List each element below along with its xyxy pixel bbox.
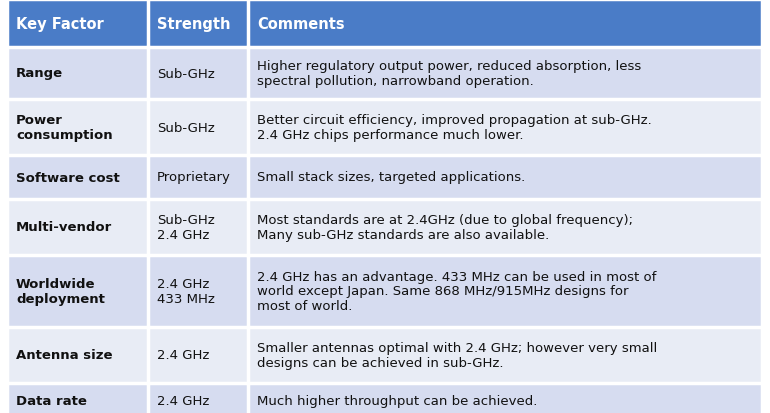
Text: Small stack sizes, targeted applications.: Small stack sizes, targeted applications…	[257, 171, 525, 184]
Text: Much higher throughput can be achieved.: Much higher throughput can be achieved.	[257, 394, 537, 408]
Text: Sub-GHz: Sub-GHz	[157, 121, 215, 134]
Text: Strength: Strength	[157, 17, 230, 31]
Text: Better circuit efficiency, improved propagation at sub-GHz.
2.4 GHz chips perfor: Better circuit efficiency, improved prop…	[257, 114, 651, 142]
Bar	[7, 327, 762, 383]
Bar	[7, 383, 762, 413]
Bar	[7, 199, 762, 255]
Text: 2.4 GHz: 2.4 GHz	[157, 394, 209, 408]
Text: Sub-GHz
2.4 GHz: Sub-GHz 2.4 GHz	[157, 214, 215, 242]
Text: 2.4 GHz has an advantage. 433 MHz can be used in most of
world except Japan. Sam: 2.4 GHz has an advantage. 433 MHz can be…	[257, 270, 656, 313]
Text: 2.4 GHz: 2.4 GHz	[157, 349, 209, 362]
Bar	[7, 156, 762, 199]
Text: Comments: Comments	[257, 17, 345, 31]
Bar	[7, 100, 762, 156]
Bar	[7, 48, 762, 100]
Text: Smaller antennas optimal with 2.4 GHz; however very small
designs can be achieve: Smaller antennas optimal with 2.4 GHz; h…	[257, 341, 658, 369]
Text: Range: Range	[16, 67, 63, 80]
Text: Antenna size: Antenna size	[16, 349, 112, 362]
Text: Multi-vendor: Multi-vendor	[16, 221, 112, 234]
Bar	[7, 255, 762, 327]
Text: Worldwide
deployment: Worldwide deployment	[16, 277, 105, 305]
Text: Proprietary: Proprietary	[157, 171, 231, 184]
Text: Sub-GHz: Sub-GHz	[157, 67, 215, 80]
Text: Most standards are at 2.4GHz (due to global frequency);
Many sub-GHz standards a: Most standards are at 2.4GHz (due to glo…	[257, 214, 633, 242]
Text: Power
consumption: Power consumption	[16, 114, 112, 142]
Text: Key Factor: Key Factor	[16, 17, 104, 31]
Text: Data rate: Data rate	[16, 394, 87, 408]
Text: Higher regulatory output power, reduced absorption, less
spectral pollution, nar: Higher regulatory output power, reduced …	[257, 60, 641, 88]
Text: 2.4 GHz
433 MHz: 2.4 GHz 433 MHz	[157, 277, 215, 305]
Bar	[7, 0, 762, 48]
Text: Software cost: Software cost	[16, 171, 120, 184]
